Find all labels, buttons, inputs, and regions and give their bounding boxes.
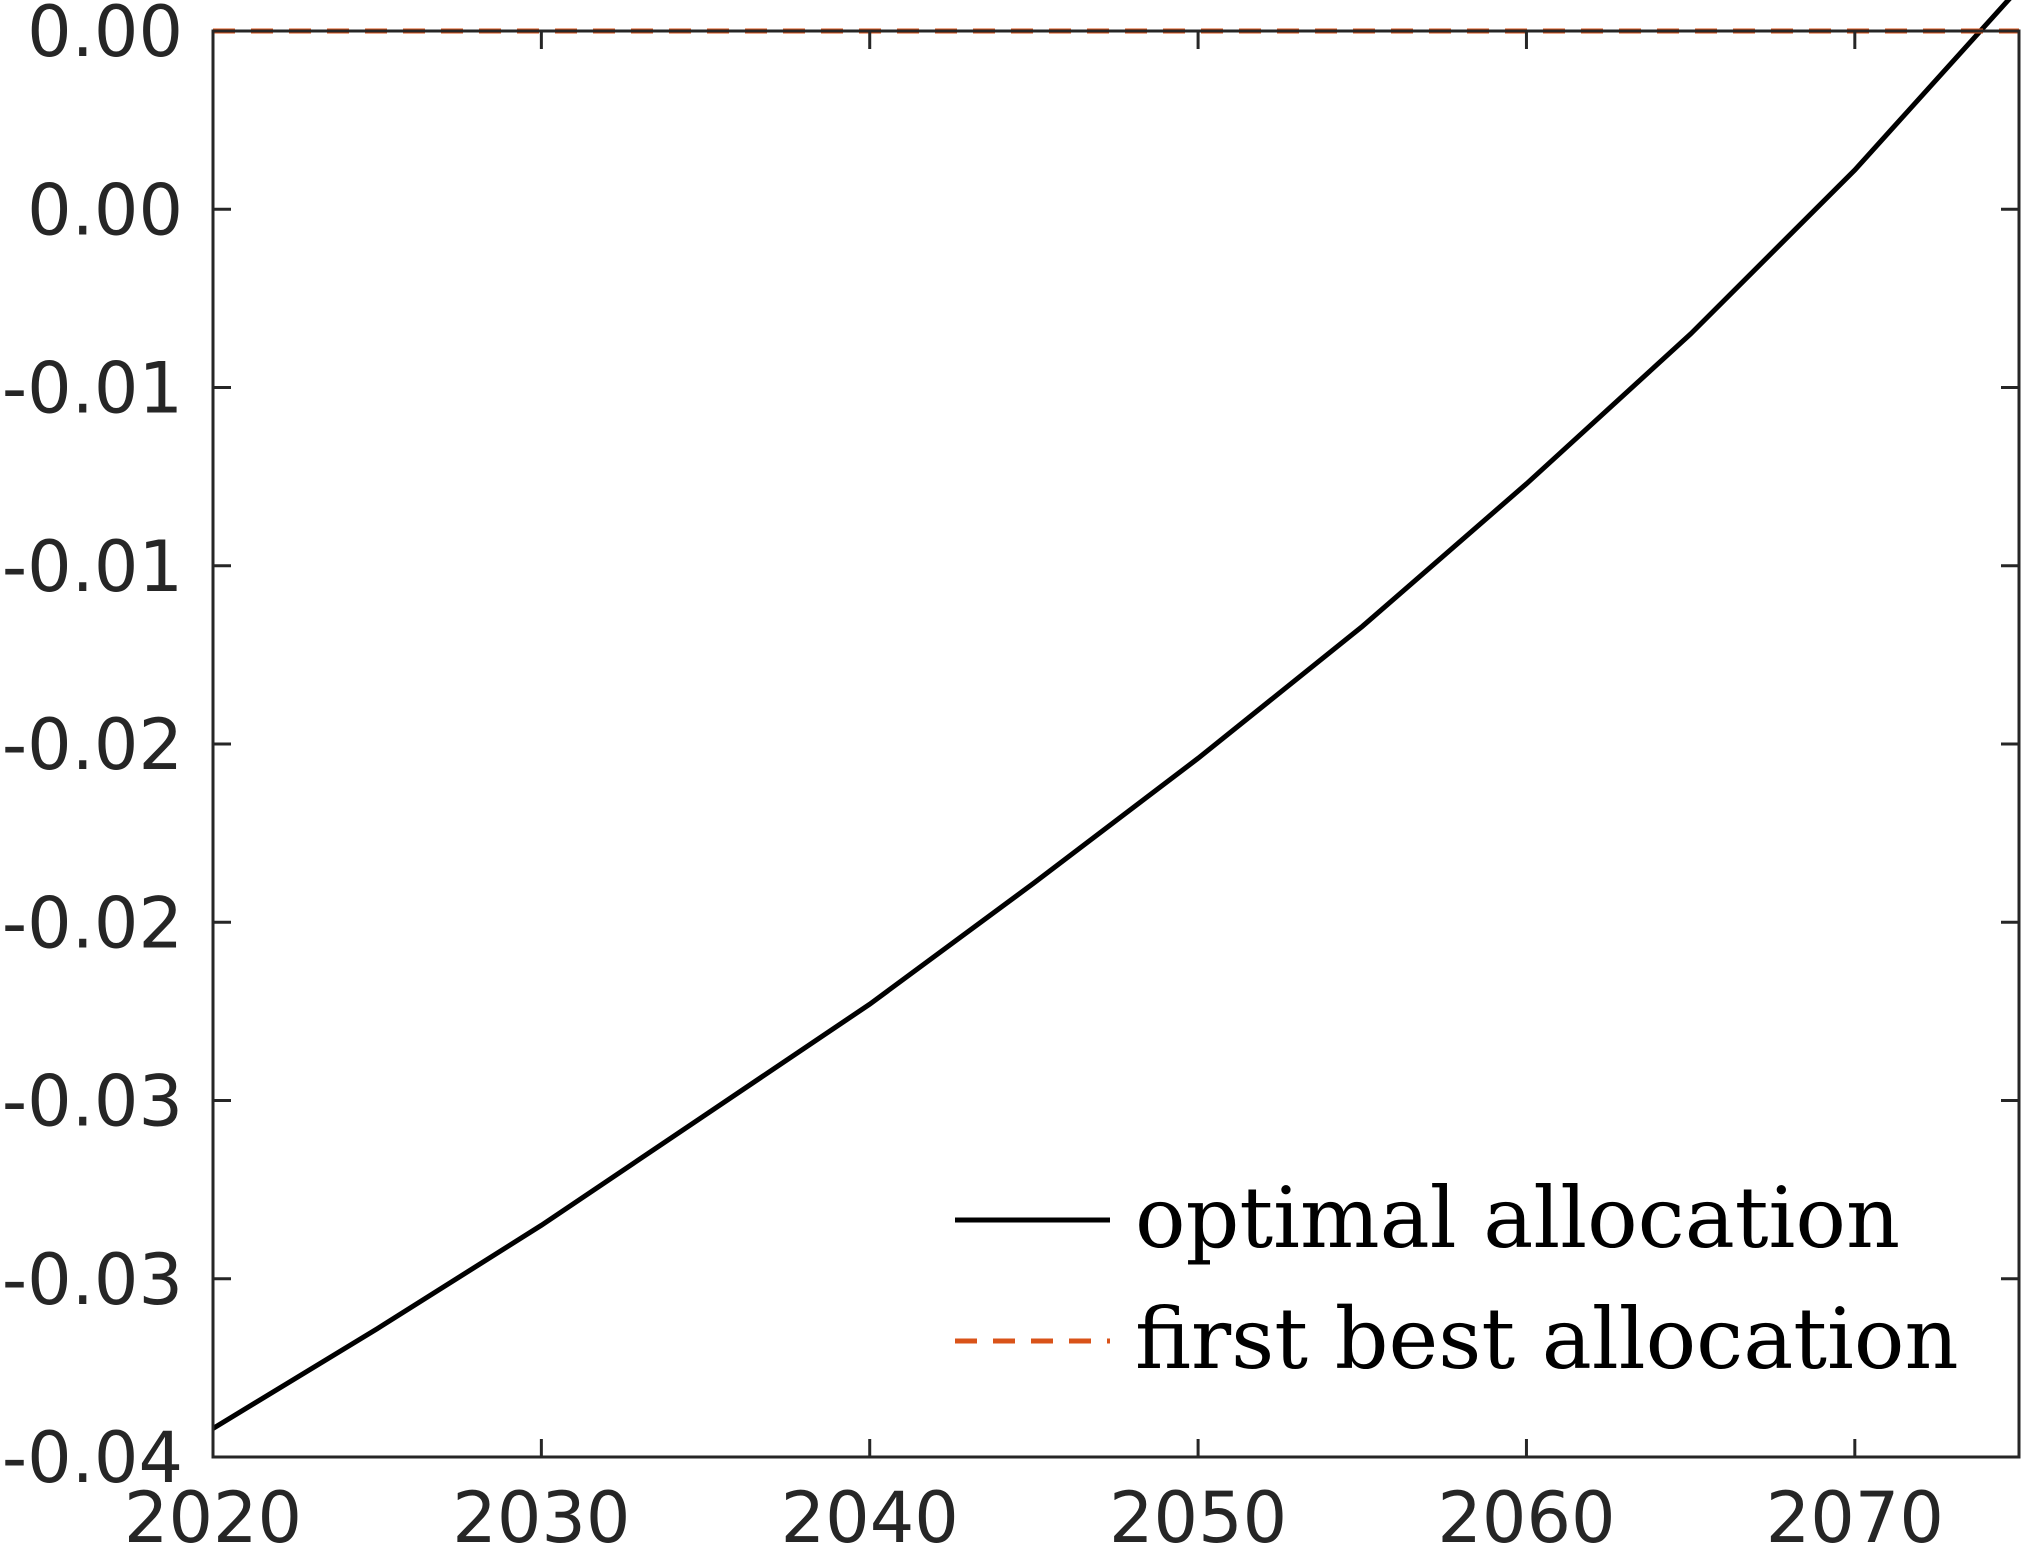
x-axis: 2020 2030 2040 2050 2060 2070 bbox=[124, 31, 1944, 1554]
y-tick-label: -0.02 bbox=[2, 882, 183, 964]
y-tick-label: -0.01 bbox=[2, 348, 183, 430]
x-tick-label: 2070 bbox=[1766, 1477, 1944, 1554]
x-tick-label: 2050 bbox=[1109, 1477, 1287, 1554]
legend-label-optimal-allocation: optimal allocation bbox=[1135, 1169, 1900, 1267]
x-tick-label: 2030 bbox=[452, 1477, 630, 1554]
y-tick-label: 0.00 bbox=[27, 0, 183, 73]
x-tick-label: 2060 bbox=[1437, 1477, 1615, 1554]
y-tick-label: 0.00 bbox=[27, 169, 183, 251]
x-tick-label: 2040 bbox=[781, 1477, 959, 1554]
y-tick-label: -0.01 bbox=[2, 526, 183, 608]
x-tick-label: 2020 bbox=[124, 1477, 302, 1554]
y-tick-label: -0.03 bbox=[2, 1239, 183, 1321]
y-tick-label: -0.04 bbox=[2, 1417, 183, 1499]
y-axis: -0.04 -0.03 -0.03 -0.02 -0.02 -0.01 -0.01 0.00 0… bbox=[2, 0, 2019, 1499]
series-line-optimal-allocation bbox=[211, 0, 2012, 1431]
y-tick-label: -0.03 bbox=[2, 1061, 183, 1143]
legend-label-first-best-allocation: first best allocation bbox=[1135, 1290, 1959, 1388]
legend: optimal allocation first best allocation bbox=[955, 1169, 1959, 1388]
y-tick-label: -0.02 bbox=[2, 704, 183, 786]
